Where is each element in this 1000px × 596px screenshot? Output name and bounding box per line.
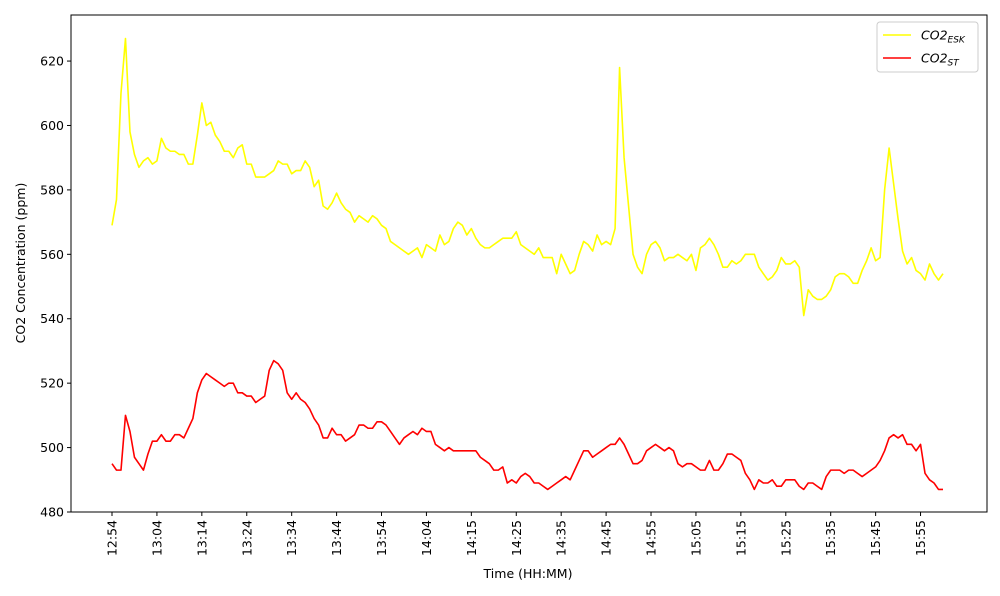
x-tick-label: 14:15 bbox=[464, 520, 479, 556]
axes-frame bbox=[70, 14, 988, 513]
line-series bbox=[111, 359, 943, 491]
y-tick-label: 540 bbox=[40, 311, 64, 326]
y-axis-label: CO2 Concentration (ppm) bbox=[13, 183, 28, 344]
x-tick-label: 13:54 bbox=[374, 520, 389, 556]
x-tick-label: 14:55 bbox=[644, 520, 659, 556]
x-tick-label: 13:44 bbox=[329, 520, 344, 556]
x-tick-label: 13:34 bbox=[284, 520, 299, 556]
plot-area bbox=[111, 37, 944, 491]
y-tick-label: 480 bbox=[40, 505, 64, 520]
y-tick-label: 520 bbox=[40, 376, 64, 391]
x-tick-label: 13:14 bbox=[194, 520, 209, 556]
x-tick-label: 15:55 bbox=[913, 520, 928, 556]
x-tick-label: 14:35 bbox=[554, 520, 569, 556]
x-tick-label: 14:25 bbox=[509, 520, 524, 556]
y-tick-label: 620 bbox=[40, 54, 64, 69]
legend-subscript: ST bbox=[948, 59, 961, 69]
x-axis-label: Time (HH:MM) bbox=[483, 566, 573, 581]
x-tick-label: 15:45 bbox=[868, 520, 883, 556]
y-tick-label: 560 bbox=[40, 247, 64, 262]
x-tick-label: 15:35 bbox=[823, 520, 838, 556]
x-tick-label: 13:24 bbox=[239, 520, 254, 556]
legend-name: CO2 bbox=[921, 51, 948, 66]
legend-label: CO2ST bbox=[921, 51, 960, 69]
y-tick-label: 580 bbox=[40, 182, 64, 197]
y-tick-label: 600 bbox=[40, 118, 64, 133]
x-tick-label: 13:04 bbox=[149, 520, 164, 556]
y-tick-label: 500 bbox=[40, 440, 64, 455]
x-tick-label: 14:45 bbox=[599, 520, 614, 556]
legend-label: CO2ESK bbox=[921, 28, 966, 46]
line-series bbox=[111, 37, 944, 317]
x-tick-label: 12:54 bbox=[105, 520, 120, 556]
x-tick-label: 15:25 bbox=[778, 520, 793, 556]
legend-name: CO2 bbox=[921, 28, 948, 43]
x-tick-label: 15:15 bbox=[733, 520, 748, 556]
legend-subscript: ESK bbox=[948, 36, 966, 46]
x-tick-label: 15:05 bbox=[688, 520, 703, 556]
x-tick-label: 14:04 bbox=[419, 520, 434, 556]
